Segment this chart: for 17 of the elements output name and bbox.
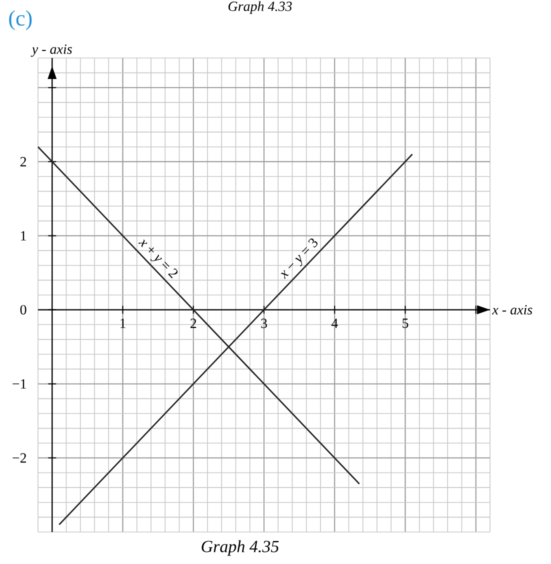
y-tick-label: −1 (12, 379, 26, 388)
x-tick-label: 1 (120, 318, 126, 328)
caption: Graph 4.35 (202, 540, 279, 556)
y-tick-label: 1 (21, 231, 26, 240)
y-tick-label: 2 (20, 157, 26, 166)
x-tick-label: 5 (402, 318, 408, 328)
caption: Graph 4.33 (228, 1, 292, 14)
y-axis-title: y - axis (30, 44, 72, 57)
y-tick-label: 0 (20, 305, 26, 315)
annotation: x + y = 2 (138, 239, 178, 278)
x-tick-label: 4 (331, 318, 338, 328)
chart-title: (c) (9, 10, 32, 30)
annotation: x − y = 3 (280, 238, 318, 279)
x-tick-label: 3 (261, 318, 267, 328)
x-axis-title: x - axis (492, 305, 532, 315)
x-tick-label: 2 (190, 318, 196, 328)
y-tick-label: −2 (12, 453, 26, 463)
